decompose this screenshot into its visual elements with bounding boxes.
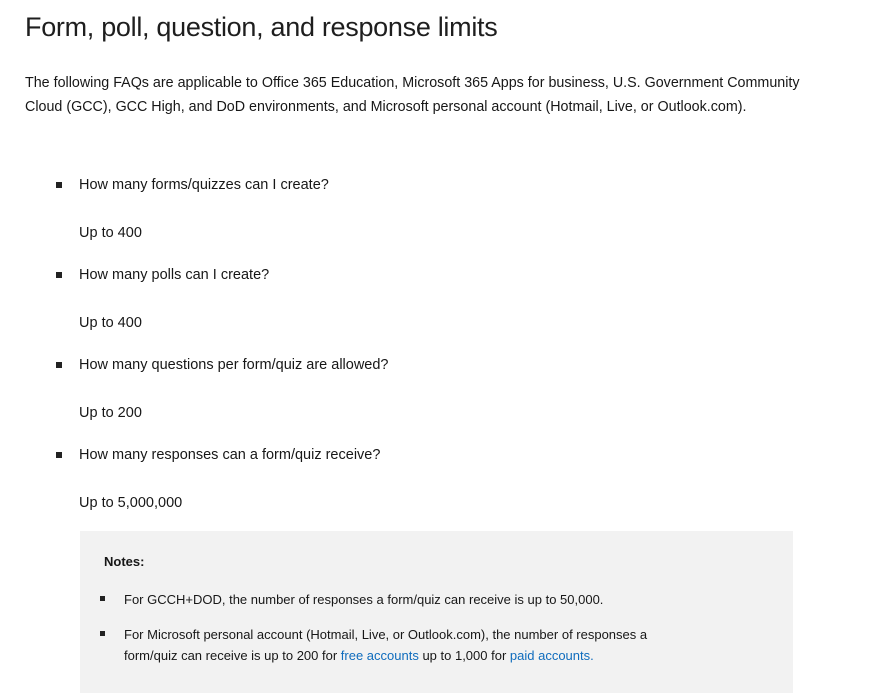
note-text: . [590, 648, 594, 663]
bullet-icon [56, 272, 62, 278]
note-text: For Microsoft personal account (Hotmail,… [124, 627, 648, 663]
faq-answer: Up to 5,000,000 [79, 495, 183, 511]
faq-question: How many questions per form/quiz are all… [79, 357, 389, 373]
faq-answer: Up to 400 [79, 315, 142, 331]
page-title: Form, poll, question, and response limit… [25, 12, 498, 42]
note-text: up to 1,000 for [418, 648, 510, 663]
intro-paragraph: The following FAQs are applicable to Off… [25, 75, 800, 115]
paid-accounts-link[interactable]: paid accounts [509, 648, 591, 663]
faq-question: How many responses can a form/quiz recei… [79, 447, 381, 463]
note-text: For GCCH+DOD, the number of responses a … [124, 592, 604, 607]
free-accounts-link[interactable]: free accounts [340, 648, 419, 663]
faq-answer: Up to 200 [79, 405, 142, 421]
note-item: For Microsoft personal account (Hotmail,… [100, 624, 704, 666]
faq-question: How many forms/quizzes can I create? [79, 177, 329, 193]
note-item: For GCCH+DOD, the number of responses a … [100, 589, 704, 610]
faq-question: How many polls can I create? [79, 267, 270, 283]
faq-answer: Up to 400 [79, 225, 142, 241]
bullet-icon [56, 452, 62, 458]
bullet-icon [56, 182, 62, 188]
notes-title: Notes: [104, 554, 145, 569]
bullet-icon [100, 631, 105, 636]
bullet-icon [100, 596, 105, 601]
notes-box: Notes: For GCCH+DOD, the number of respo… [80, 531, 793, 693]
bullet-icon [56, 362, 62, 368]
